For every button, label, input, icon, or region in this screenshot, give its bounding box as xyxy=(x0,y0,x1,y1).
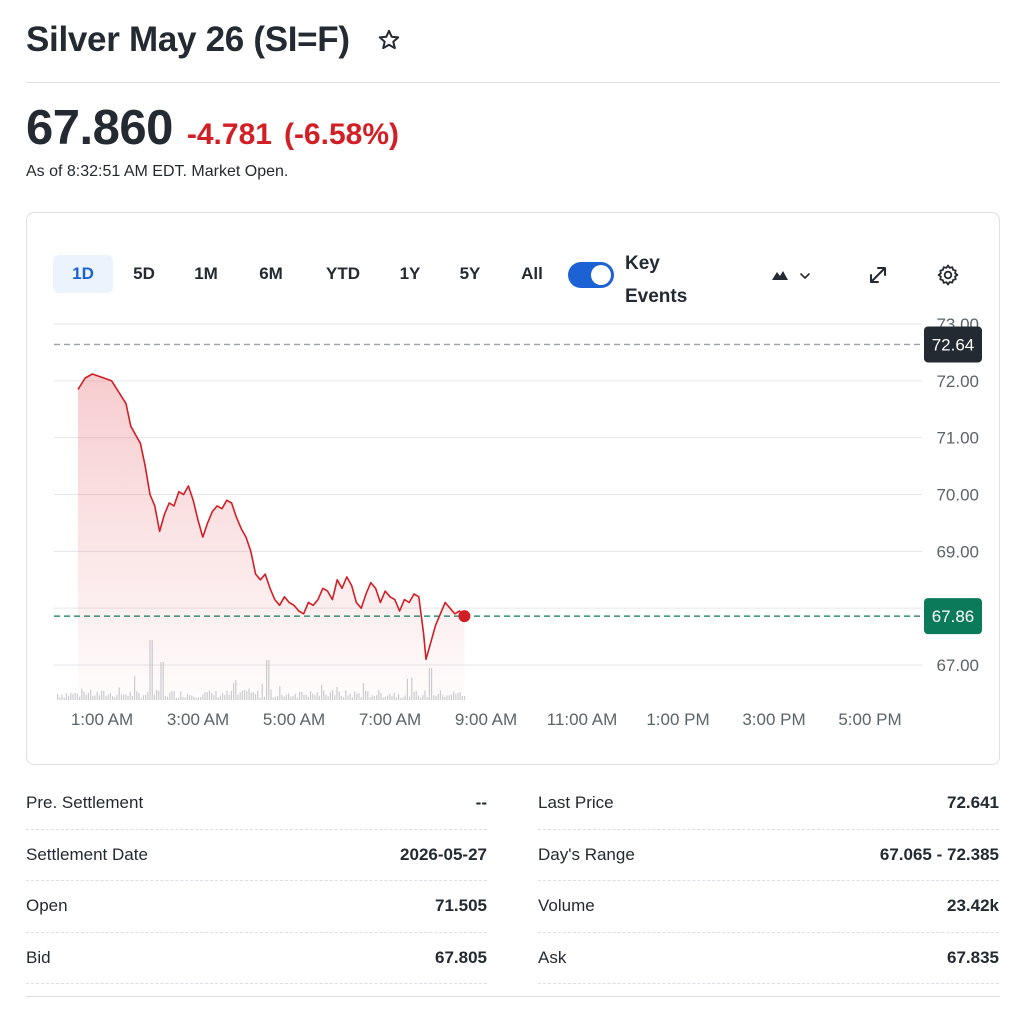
price-change-percent: (-6.58%) xyxy=(283,118,399,151)
key-events-toggle[interactable] xyxy=(568,262,614,288)
expand-icon[interactable] xyxy=(863,261,893,289)
page-title: Silver May 26 (SI=F) xyxy=(26,20,350,59)
x-tick-label: 1:00 PM xyxy=(646,710,709,729)
stats-left: Pre. Settlement -- Settlement Date 2026-05… xyxy=(26,778,487,984)
volume-bar xyxy=(70,692,72,700)
stat-row: Pre. Settlement -- xyxy=(26,778,487,830)
range-tabs: 1D 5D 1M 6M YTD 1Y 5Y All xyxy=(53,255,563,293)
x-tick-label: 9:00 AM xyxy=(455,710,517,729)
stat-row: Settlement Date 2026-05-27 xyxy=(26,830,487,881)
previous-close-badge-bg xyxy=(924,326,982,363)
stat-label: Day's Range xyxy=(538,844,635,864)
range-tab-ytd[interactable]: YTD xyxy=(326,264,360,283)
stat-label: Volume xyxy=(538,896,595,916)
stat-row: Bid 67.805 xyxy=(26,933,487,984)
stat-value: 71.505 xyxy=(435,896,487,916)
stat-value: 23.42k xyxy=(947,896,999,916)
stat-row: Open 71.505 xyxy=(26,881,487,933)
stat-label: Pre. Settlement xyxy=(26,793,144,813)
volume-bar xyxy=(57,694,59,700)
stat-label: Bid xyxy=(26,947,51,967)
quote-header: Silver May 26 (SI=F) xyxy=(26,18,402,62)
chart-card: 1D 5D 1M 6M YTD 1Y 5Y All Key Events xyxy=(26,212,1000,765)
y-tick-label: 70.00 xyxy=(936,486,979,505)
range-tab-1y[interactable]: 1Y xyxy=(399,264,421,283)
previous-close-badge: 72.64 xyxy=(924,326,982,363)
volume-bar xyxy=(72,694,74,700)
range-tab-all[interactable]: All xyxy=(521,264,543,283)
stat-value: 67.835 xyxy=(947,947,999,967)
range-tab-6m[interactable]: 6M xyxy=(259,264,283,283)
market-status: As of 8:32:51 AM EDT. Market Open. xyxy=(26,163,289,180)
mountain-chart-icon[interactable] xyxy=(765,261,817,289)
current-price-marker xyxy=(458,610,471,623)
volume-bar xyxy=(61,694,63,700)
stat-row: Last Price 72.641 xyxy=(538,778,999,830)
x-tick-label: 5:00 AM xyxy=(263,710,325,729)
stat-value: 67.805 xyxy=(435,947,487,967)
volume-bar xyxy=(59,697,61,700)
price-row: 67.860 -4.781 (-6.58%) xyxy=(26,100,399,156)
stat-row: Volume 23.42k xyxy=(538,881,999,933)
stats-right: Last Price 72.641 Day's Range 67.065 - 72.… xyxy=(538,778,999,984)
volume-bar xyxy=(65,693,67,700)
stat-row: Day's Range 67.065 - 72.385 xyxy=(538,830,999,881)
volume-bar xyxy=(76,693,78,700)
current-price-badge-bg xyxy=(924,598,982,635)
price-change: -4.781 xyxy=(186,118,272,151)
x-tick-label: 1:00 AM xyxy=(71,710,133,729)
y-tick-label: 72.00 xyxy=(936,372,979,391)
stat-label: Ask xyxy=(538,947,567,967)
range-tab-1d[interactable]: 1D xyxy=(53,255,113,293)
range-tab-5y[interactable]: 5Y xyxy=(459,264,481,283)
y-tick-label: 67.00 xyxy=(936,656,979,675)
gear-icon[interactable] xyxy=(933,261,963,289)
x-tick-label: 3:00 AM xyxy=(167,710,229,729)
last-price: 67.860 xyxy=(26,101,173,155)
y-tick-label: 71.00 xyxy=(936,429,979,448)
x-tick-label: 11:00 AM xyxy=(547,710,618,729)
star-icon[interactable] xyxy=(376,27,402,53)
range-tab-5d[interactable]: 5D xyxy=(133,264,155,283)
stat-value: -- xyxy=(475,793,487,813)
x-tick-label: 3:00 PM xyxy=(742,710,805,729)
stats-divider xyxy=(26,996,1000,997)
current-price-badge: 67.86 xyxy=(924,598,982,635)
price-line xyxy=(77,373,465,661)
volume-bar xyxy=(63,697,65,700)
x-tick-label: 5:00 PM xyxy=(838,710,901,729)
stat-label: Open xyxy=(26,896,68,916)
volume-bar xyxy=(464,695,466,700)
volume-bar xyxy=(68,695,70,700)
previous-close-badge-text: 72.64 xyxy=(932,335,975,354)
stat-value: 2026-05-27 xyxy=(400,844,487,864)
stat-label: Last Price xyxy=(538,793,614,813)
header-divider xyxy=(26,82,1000,83)
stat-row: Ask 67.835 xyxy=(538,933,999,984)
stat-label: Settlement Date xyxy=(26,844,148,864)
y-tick-label: 69.00 xyxy=(936,542,979,561)
current-price-badge-text: 67.86 xyxy=(932,607,975,626)
stat-value: 72.641 xyxy=(947,793,999,813)
stat-value: 67.065 - 72.385 xyxy=(879,844,999,864)
range-tab-1m[interactable]: 1M xyxy=(194,264,218,283)
price-area xyxy=(78,374,465,700)
volume-bar xyxy=(74,692,76,700)
key-events-label: Key Events xyxy=(625,253,688,307)
toggle-knob xyxy=(591,265,611,285)
x-tick-label: 7:00 AM xyxy=(359,710,421,729)
